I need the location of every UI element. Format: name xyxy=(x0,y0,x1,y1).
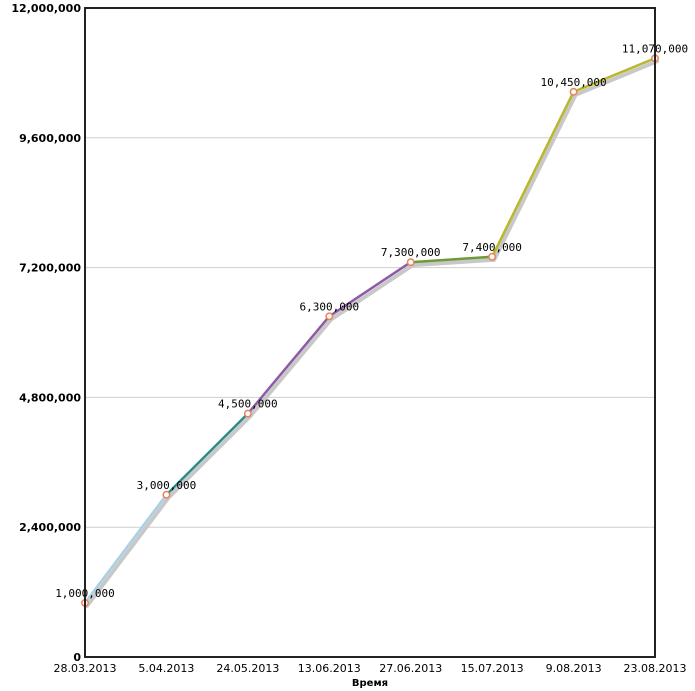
line-segment-shadow xyxy=(329,263,415,322)
line-segment xyxy=(83,493,168,605)
x-tick-label: 24.05.2013 xyxy=(216,662,279,675)
line-segment-shadow xyxy=(573,59,659,97)
x-tick-label: 13.06.2013 xyxy=(298,662,361,675)
data-value-label: 7,400,000 xyxy=(462,241,522,254)
data-value-label: 6,300,000 xyxy=(299,300,359,313)
data-point-marker xyxy=(406,258,415,267)
x-tick-label: 15.07.2013 xyxy=(461,662,524,675)
data-points xyxy=(81,54,659,607)
x-tick-label: 28.03.2013 xyxy=(54,662,117,675)
data-point-marker xyxy=(569,87,578,96)
line-segment-shadow xyxy=(247,317,334,419)
x-tick-label: 9.08.2013 xyxy=(546,662,602,675)
gridlines xyxy=(85,137,655,528)
data-value-label: 10,450,000 xyxy=(540,76,606,89)
line-segment xyxy=(165,412,250,496)
line-segment xyxy=(328,260,412,318)
line-segment-shadow xyxy=(410,257,497,268)
x-axis-title: Время xyxy=(352,678,388,689)
data-value-label: 3,000,000 xyxy=(137,479,197,492)
line-segment-shadow xyxy=(85,495,171,608)
data-value-label: 4,500,000 xyxy=(218,398,278,411)
y-tick-label: 0 xyxy=(73,651,81,664)
data-point-marker xyxy=(488,252,497,261)
y-tick-label: 7,200,000 xyxy=(19,262,81,275)
x-tick-label: 23.08.2013 xyxy=(624,662,687,675)
plot-area-border xyxy=(84,7,656,658)
data-point-marker xyxy=(325,312,334,321)
x-axis-ticks: 28.03.2013 5.04.2013 24.05.2013 13.06.2013 2… xyxy=(54,662,687,675)
y-tick-label: 2,400,000 xyxy=(19,521,81,534)
x-tick-label: 27.06.2013 xyxy=(379,662,442,675)
y-tick-label: 12,000,000 xyxy=(11,2,81,15)
y-tick-label: 9,600,000 xyxy=(19,132,81,145)
series-line xyxy=(83,57,657,605)
data-value-label: 7,300,000 xyxy=(381,246,441,259)
line-shadow xyxy=(85,59,659,608)
data-point-marker xyxy=(243,409,252,418)
line-segment xyxy=(572,57,657,94)
y-axis-ticks: 0 2,400,000 4,800,000 7,200,000 9,600,000 12,… xyxy=(11,2,81,664)
y-tick-label: 4,800,000 xyxy=(19,391,81,404)
x-tick-label: 5.04.2013 xyxy=(138,662,194,675)
line-segment-shadow xyxy=(492,92,578,262)
line-segment xyxy=(409,255,494,264)
line-segment xyxy=(246,315,331,415)
line-segment-shadow xyxy=(166,414,252,500)
data-point-marker xyxy=(162,490,171,499)
line-segment xyxy=(490,90,575,259)
